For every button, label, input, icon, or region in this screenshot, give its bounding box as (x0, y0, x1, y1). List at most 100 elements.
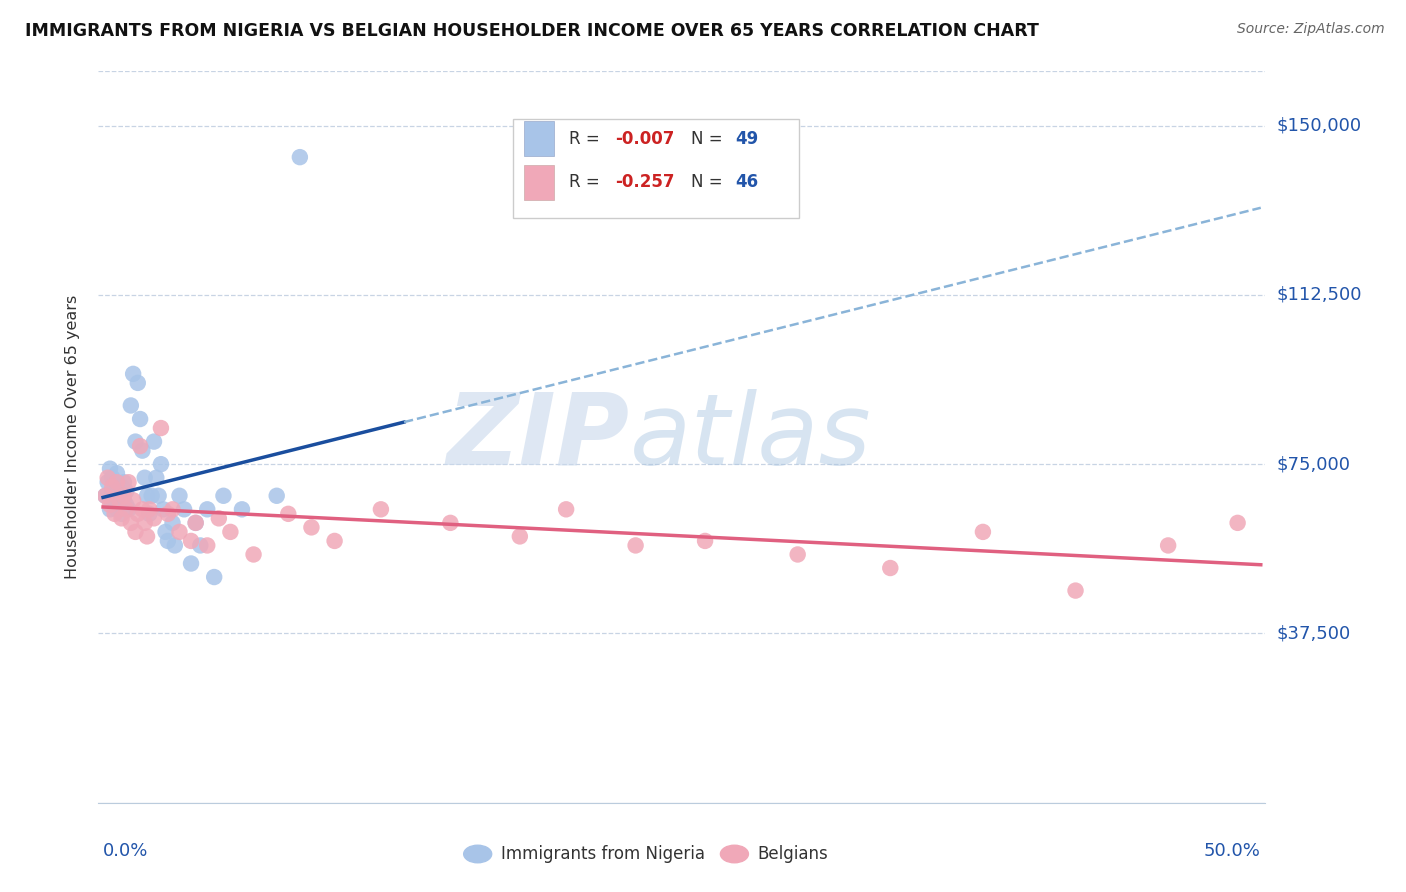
Point (180, 557, 202, 571)
Point (162, 516, 184, 530)
FancyBboxPatch shape (524, 121, 554, 156)
Text: N =: N = (692, 173, 728, 191)
FancyBboxPatch shape (513, 119, 799, 218)
Point (370, 502, 392, 516)
Text: 50.0%: 50.0% (1204, 842, 1261, 860)
Text: -0.007: -0.007 (616, 130, 675, 148)
Point (110, 507, 132, 521)
Text: N =: N = (692, 130, 728, 148)
Point (124, 524, 146, 539)
Text: IMMIGRANTS FROM NIGERIA VS BELGIAN HOUSEHOLDER INCOME OVER 65 YEARS CORRELATION : IMMIGRANTS FROM NIGERIA VS BELGIAN HOUSE… (25, 22, 1039, 40)
Text: Belgians: Belgians (758, 845, 828, 863)
Point (169, 489, 191, 503)
Point (101, 471, 124, 485)
Point (163, 538, 186, 552)
Point (112, 489, 135, 503)
FancyBboxPatch shape (524, 165, 554, 200)
Point (105, 475, 128, 490)
Point (104, 493, 127, 508)
Point (136, 489, 159, 503)
Point (184, 516, 207, 530)
Point (104, 480, 127, 494)
Point (115, 502, 138, 516)
Point (266, 489, 288, 503)
Text: R =: R = (568, 173, 605, 191)
Point (439, 516, 461, 530)
Point (148, 489, 170, 503)
Text: R =: R = (568, 130, 605, 148)
Point (188, 538, 211, 552)
Y-axis label: Householder Income Over 65 years: Householder Income Over 65 years (65, 295, 80, 579)
Point (624, 538, 647, 552)
Point (143, 511, 166, 525)
Point (219, 524, 242, 539)
Point (122, 493, 145, 508)
Point (94, 489, 117, 503)
Point (134, 471, 156, 485)
Point (509, 529, 531, 543)
Point (110, 480, 132, 494)
Point (131, 443, 153, 458)
Point (169, 524, 191, 539)
Point (138, 502, 160, 516)
Point (156, 533, 179, 548)
Point (108, 498, 131, 512)
Point (323, 533, 346, 548)
Point (101, 480, 124, 494)
Point (115, 484, 138, 499)
Point (180, 533, 202, 548)
Point (101, 484, 124, 499)
Point (242, 548, 264, 562)
Point (108, 489, 131, 503)
Point (112, 475, 135, 490)
Point (110, 511, 132, 525)
Point (127, 507, 149, 521)
Point (124, 434, 146, 449)
Point (184, 516, 207, 530)
Text: ZIP: ZIP (446, 389, 630, 485)
Point (98, 502, 121, 516)
Point (97, 475, 120, 490)
Point (112, 493, 135, 508)
Point (136, 529, 159, 543)
Point (127, 376, 149, 390)
Point (152, 502, 174, 516)
Point (97, 471, 120, 485)
Point (117, 475, 139, 490)
Point (277, 507, 299, 521)
Point (94, 489, 117, 503)
Point (1157, 538, 1180, 552)
Text: 46: 46 (735, 173, 759, 191)
Point (129, 439, 152, 453)
Text: 0.0%: 0.0% (103, 842, 149, 860)
Point (208, 511, 231, 525)
Point (195, 538, 218, 552)
Point (155, 524, 177, 539)
Text: $75,000: $75,000 (1277, 455, 1351, 473)
Point (115, 498, 138, 512)
Text: $150,000: $150,000 (1277, 117, 1361, 135)
Point (143, 434, 166, 449)
Point (1226, 516, 1249, 530)
Point (202, 570, 225, 584)
Text: 49: 49 (735, 130, 759, 148)
Text: atlas: atlas (630, 389, 872, 485)
Text: $112,500: $112,500 (1277, 285, 1362, 304)
Point (693, 533, 716, 548)
Text: Immigrants from Nigeria: Immigrants from Nigeria (501, 845, 704, 863)
Text: Source: ZipAtlas.com: Source: ZipAtlas.com (1237, 22, 1385, 37)
Point (288, 150, 311, 164)
Text: -0.257: -0.257 (616, 173, 675, 191)
Point (105, 502, 128, 516)
Point (122, 367, 145, 381)
Point (120, 516, 142, 530)
Point (120, 399, 142, 413)
Point (301, 520, 323, 534)
Point (149, 457, 172, 471)
Point (105, 466, 128, 480)
Point (555, 502, 578, 516)
Circle shape (464, 846, 492, 863)
Point (162, 502, 184, 516)
Point (156, 507, 179, 521)
Point (141, 489, 163, 503)
